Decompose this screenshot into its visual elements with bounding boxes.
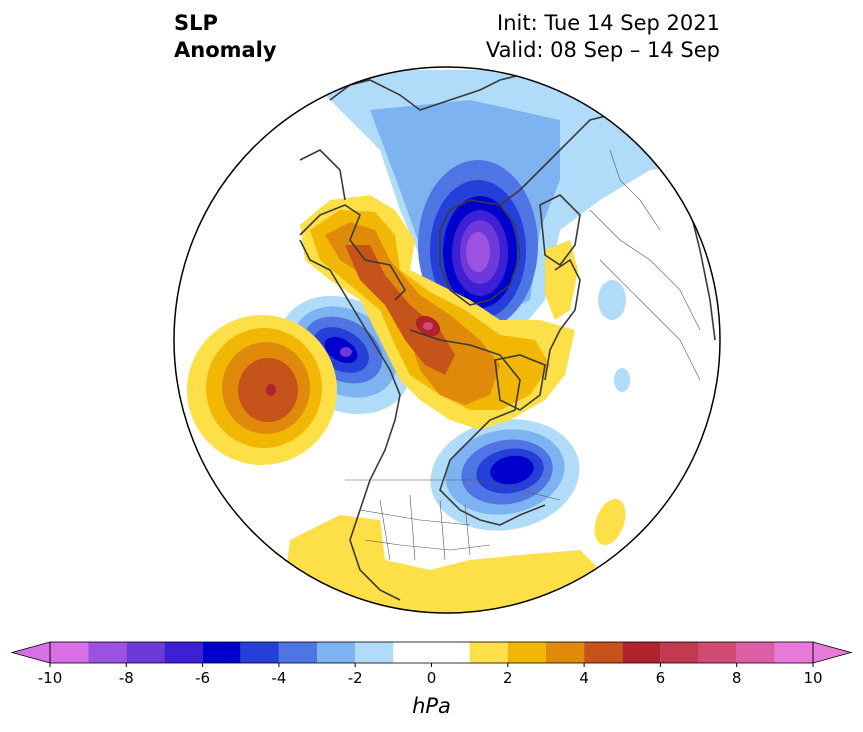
map-boundary [173,66,721,614]
colorbar-cell [393,642,470,663]
anomaly-atlantic-high [594,498,626,546]
colorbar-cell [317,642,356,663]
colorbar-cell [507,642,546,663]
colorbar-cell [545,642,585,663]
colorbar-tick-label: 8 [732,669,742,687]
colorbar: -10 -8 -6 -4 -2 0 2 4 6 8 10 [10,641,853,687]
coastlines [299,74,716,601]
colorbar-cell [469,642,508,663]
colorbar-cell [50,642,89,663]
colorbar-tick-label: 2 [503,669,513,687]
valid-range: Valid: 08 Sep – 14 Sep [485,38,720,62]
colorbar-tick-label: 4 [579,669,589,687]
colorbar-tick-label: -10 [38,669,63,687]
anomaly-asia-small-low-2 [598,280,626,320]
colorbar-extend-min [10,641,51,664]
colorbar-cell [736,642,775,663]
polar-map [173,66,721,614]
anomaly-labrador-low [430,419,580,531]
colorbar-cell [202,642,241,663]
anomaly-arctic-high [300,195,575,430]
colorbar-cell [355,642,394,663]
colorbar-tick-label: -2 [348,669,363,687]
colorbar-tick-label: 6 [656,669,666,687]
colorbar-tick-label: -4 [271,669,286,687]
colorbar-tick-label: -8 [119,669,134,687]
colorbar-tick-label: 0 [427,669,437,687]
init-valid-info: Init: Tue 14 Sep 2021 Valid: 08 Sep – 14… [486,10,720,64]
colorbar-cell [240,642,279,663]
colorbar-cell [698,642,737,663]
colorbar-unit-label: hPa [412,694,451,718]
colorbar-cell [774,642,813,663]
borders [345,149,701,561]
colorbar-cell [278,642,318,663]
title-line-1: SLP [174,11,218,35]
colorbar-cell [660,642,699,663]
map-title: SLP Anomaly [174,10,277,64]
colorbar-tick-label: 10 [803,669,822,687]
colorbar-tick-label: -6 [195,669,210,687]
colorbar-cell [622,642,661,663]
title-line-2: Anomaly [174,38,277,62]
anomaly-pacific-high [187,315,337,465]
colorbar-cell [88,642,127,663]
init-date: Init: Tue 14 Sep 2021 [497,11,720,35]
anomaly-asia-small-low [614,368,630,392]
colorbar-extend-max [812,641,853,664]
colorbar-cell [584,642,623,663]
colorbar-cell [126,642,165,663]
anomaly-south-high [285,515,600,613]
colorbar-cell [164,642,203,663]
